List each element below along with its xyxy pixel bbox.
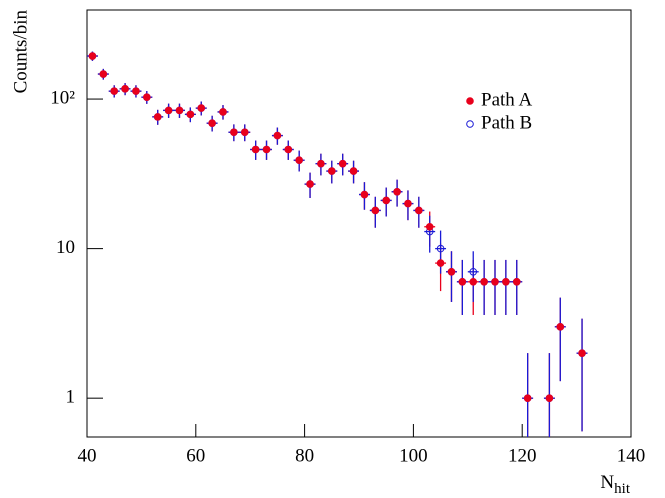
y-axis-label: Counts/bin: [10, 10, 31, 94]
data-point: [197, 104, 206, 112]
legend-label: Path A: [481, 89, 532, 110]
data-point: [360, 190, 369, 199]
x-tick-label: 80: [295, 445, 314, 466]
data-point: [317, 159, 325, 168]
data-point: [382, 196, 391, 205]
data-point: [88, 52, 97, 60]
data-point: [186, 110, 195, 119]
data-point: [436, 259, 445, 267]
legend-marker: [466, 120, 474, 128]
data-point: [219, 108, 227, 116]
x-tick-label: 60: [186, 445, 205, 466]
data-point: [469, 267, 478, 276]
y-tick-label: 10²: [50, 87, 75, 108]
data-point: [469, 277, 478, 286]
data-point: [458, 277, 467, 286]
data-point: [143, 93, 151, 101]
data-point: [164, 106, 173, 115]
data-point: [349, 167, 358, 175]
plot-area: [87, 51, 588, 437]
x-tick-label: 40: [78, 445, 97, 466]
data-point: [371, 206, 380, 215]
data-point: [328, 167, 336, 175]
data-point: [393, 187, 401, 196]
data-point: [240, 128, 249, 137]
data-point: [306, 180, 314, 188]
data-point: [523, 394, 532, 402]
data-point: [295, 156, 303, 165]
data-point: [121, 85, 129, 93]
data-point: [153, 113, 162, 121]
data-point: [208, 119, 216, 127]
data-point: [284, 145, 293, 154]
x-axis-label: Nhit: [600, 472, 630, 497]
data-point: [491, 277, 499, 286]
data-point: [132, 87, 140, 95]
x-tick-label: 120: [508, 445, 537, 466]
y-tick-label: 10: [56, 237, 75, 258]
data-point: [230, 128, 238, 137]
legend-marker: [466, 97, 474, 105]
data-point: [99, 70, 108, 78]
x-axis-label-sub: hit: [614, 481, 631, 497]
data-point: [175, 106, 184, 115]
data-point: [545, 394, 554, 402]
data-point: [436, 244, 445, 253]
data-point: [512, 277, 521, 286]
legend-label: Path B: [481, 112, 532, 133]
data-point: [578, 349, 586, 357]
data-point: [425, 222, 434, 231]
data-point: [338, 159, 347, 168]
plot-frame: [86, 9, 632, 438]
data-point: [447, 267, 456, 276]
x-axis-label-main: N: [600, 472, 614, 493]
data-point: [110, 87, 118, 95]
data-point: [556, 323, 565, 331]
data-point: [480, 277, 488, 286]
x-tick-label: 100: [399, 445, 428, 466]
data-point: [404, 199, 412, 208]
y-tick-label: 1: [66, 387, 76, 408]
data-point: [262, 145, 271, 154]
data-point: [251, 145, 260, 154]
data-point: [502, 277, 510, 286]
x-tick-label: 140: [617, 445, 646, 466]
data-point: [415, 206, 423, 215]
data-point: [273, 131, 282, 140]
